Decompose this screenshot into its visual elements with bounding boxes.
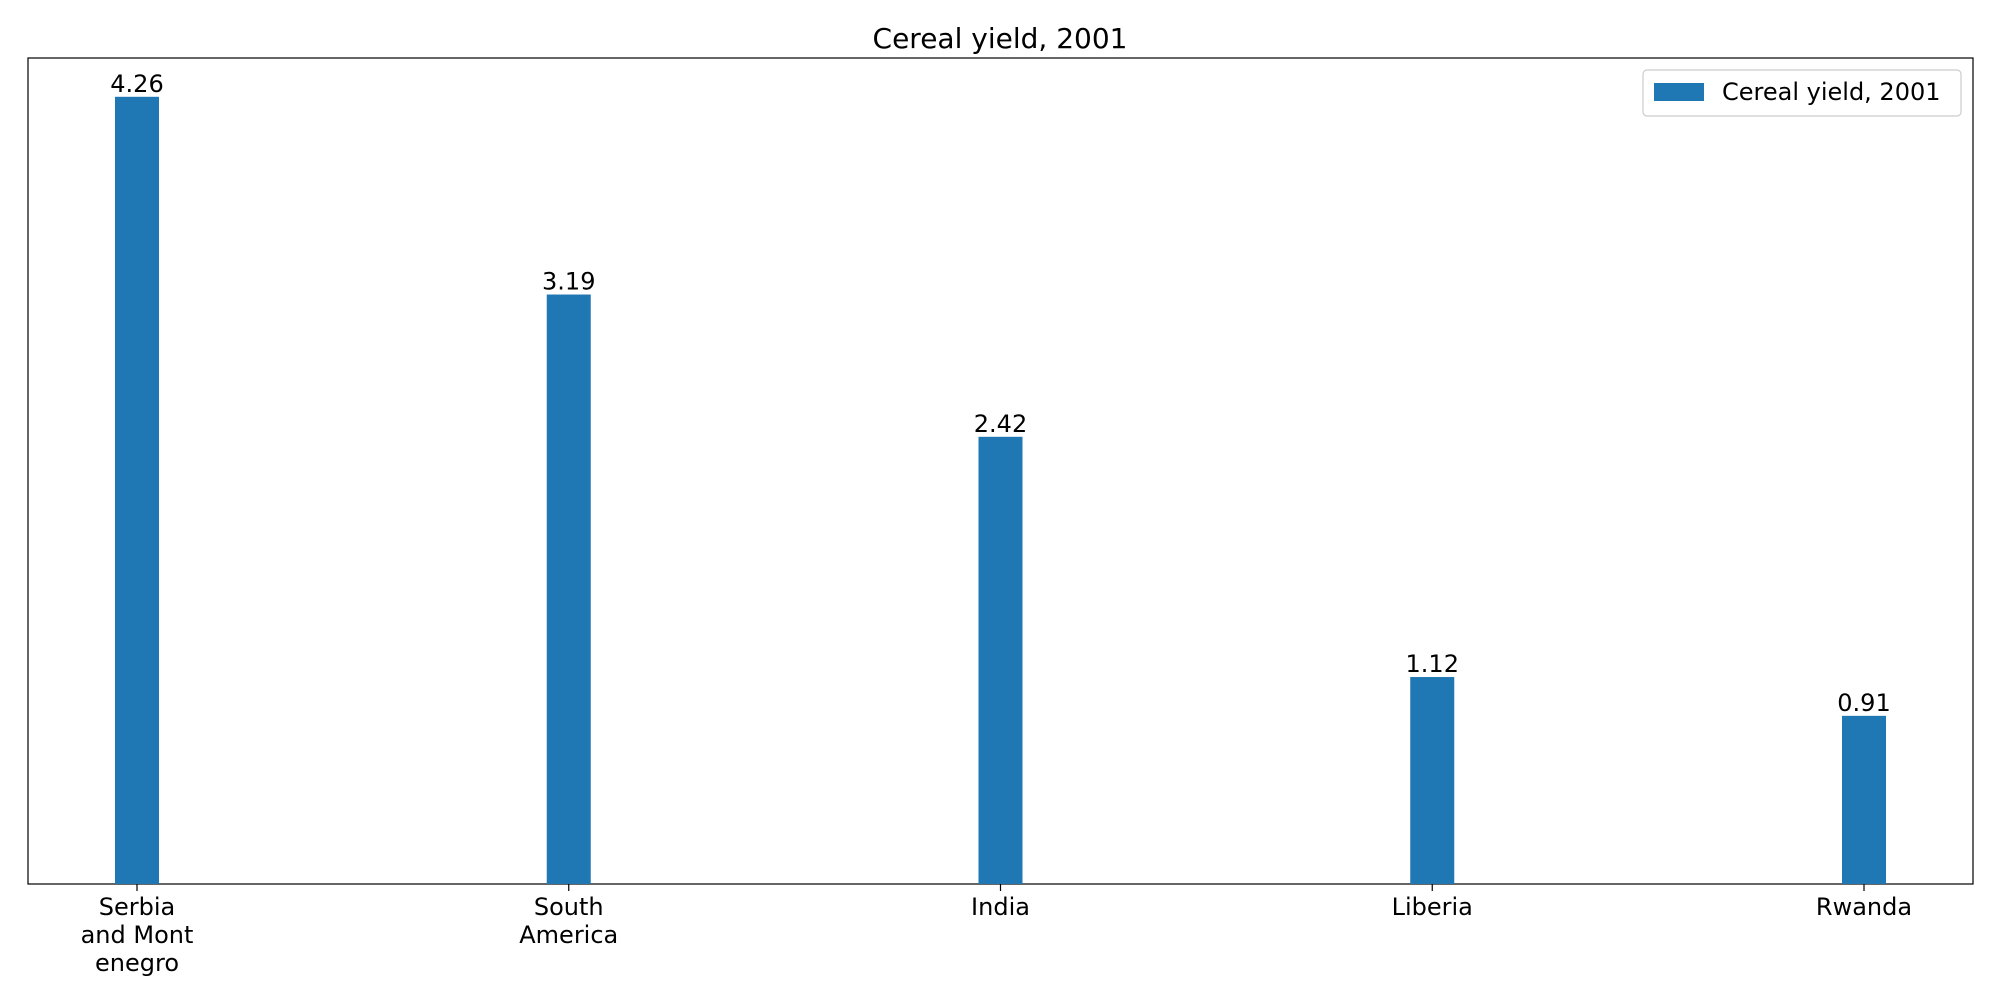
x-tick-label-line: Liberia xyxy=(1392,893,1473,921)
legend-swatch-cereal-yield xyxy=(1654,83,1704,101)
value-labels-layer: 4.26 3.19 2.42 1.12 0.91 xyxy=(110,70,1890,717)
bar-value-label-south-america: 3.19 xyxy=(542,268,595,296)
bar-serbia-and-mont-enegro xyxy=(115,96,159,885)
x-axis: Serbia and Mont enegro South America India Lib… xyxy=(81,884,1912,977)
x-tick-label-line: India xyxy=(971,893,1030,921)
legend: Cereal yield, 2001 xyxy=(1642,69,1962,117)
x-tick-label-rwanda: Rwanda xyxy=(1816,893,1912,921)
bars-layer xyxy=(115,96,1886,885)
x-tick-label-line: Serbia xyxy=(99,893,175,921)
x-tick-label-south-america: South America xyxy=(519,893,618,949)
x-tick-label-line: enegro xyxy=(95,949,179,977)
bar-rwanda xyxy=(1842,715,1886,884)
bar-south-america xyxy=(546,294,591,884)
x-tick-label-india: India xyxy=(971,893,1030,921)
x-tick-label-serbia-and-mont-enegro: Serbia and Mont enegro xyxy=(81,893,194,977)
x-tick-label-line: America xyxy=(519,921,618,949)
bar-value-label-rwanda: 0.91 xyxy=(1837,689,1890,717)
x-tick-label-line: Rwanda xyxy=(1816,893,1912,921)
bar-india xyxy=(978,436,1023,884)
bar-value-label-india: 2.42 xyxy=(974,410,1027,438)
bar-value-label-liberia: 1.12 xyxy=(1406,650,1459,678)
legend-box xyxy=(1642,69,1962,117)
bar-value-label-serbia-and-mont-enegro: 4.26 xyxy=(110,70,163,98)
x-tick-label-line: and Mont xyxy=(81,921,194,949)
bar-liberia xyxy=(1410,677,1455,884)
x-tick-label-line: South xyxy=(534,893,604,921)
x-tick-label-liberia: Liberia xyxy=(1392,893,1473,921)
chart-title: Cereal yield, 2001 xyxy=(873,22,1128,55)
legend-label-cereal-yield: Cereal yield, 2001 xyxy=(1722,78,1941,106)
